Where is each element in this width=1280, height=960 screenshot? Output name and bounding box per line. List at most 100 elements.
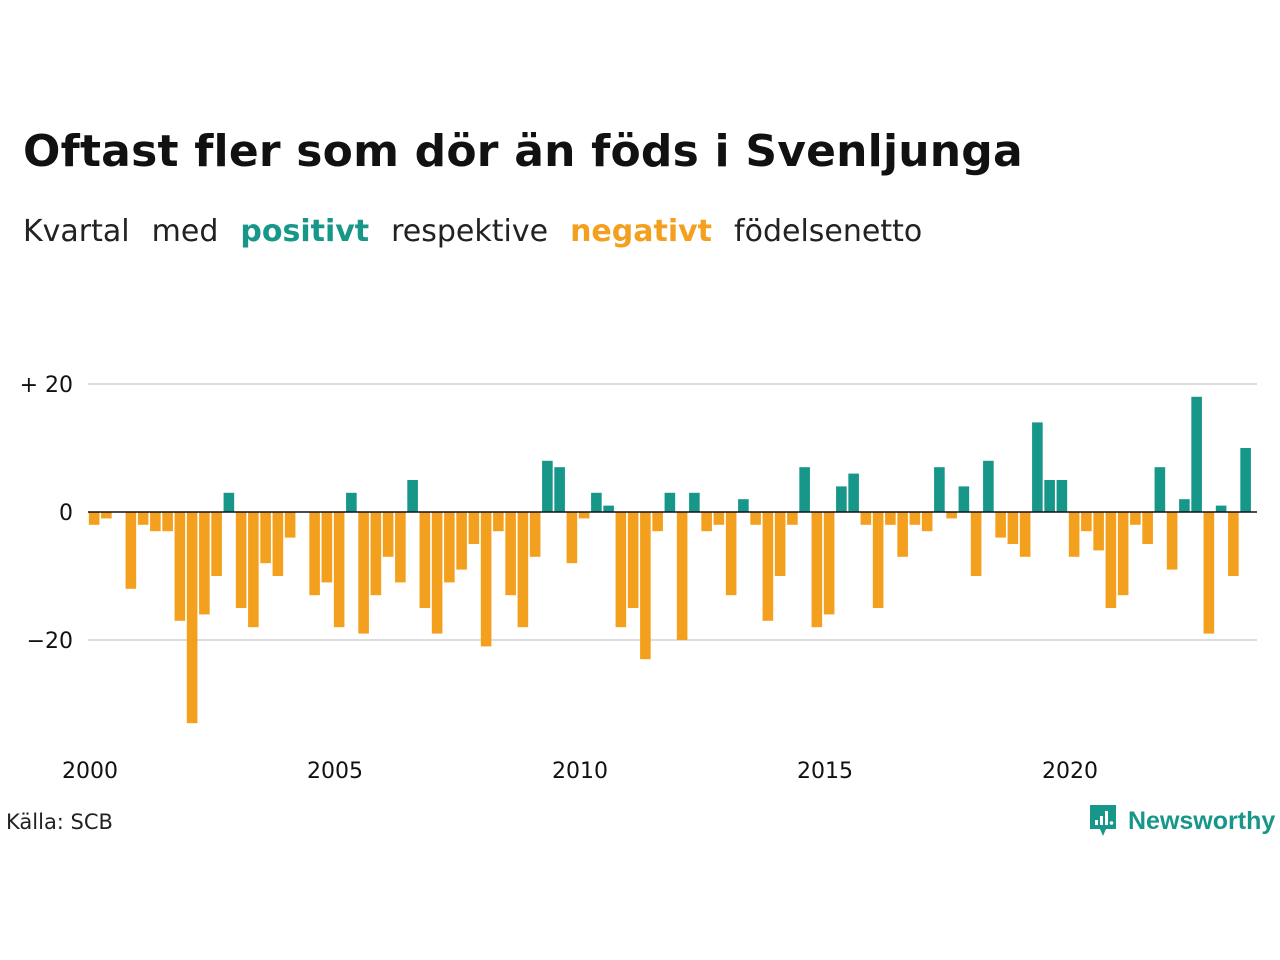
bar-positive [983, 460, 994, 512]
brand-logo: Newsworthy [1088, 803, 1275, 839]
bar-positive [346, 492, 357, 512]
bar-negative [921, 512, 933, 532]
brand-name: Newsworthy [1128, 806, 1276, 835]
bar-negative [370, 512, 382, 596]
x-tick-label: 2010 [552, 759, 608, 784]
bar-negative [260, 512, 271, 564]
bar-negative [529, 512, 541, 557]
subtitle-word-kvartal: Kvartal [23, 214, 130, 249]
y-tick-label: −20 [27, 629, 73, 654]
bar-negative [199, 512, 210, 615]
bar-negative [162, 512, 173, 532]
bar-negative [456, 512, 467, 570]
bar-negative [615, 512, 627, 628]
bar-negative [640, 512, 651, 660]
bar-positive [958, 486, 970, 512]
newsworthy-logo-icon [1090, 805, 1116, 836]
bar-negative [137, 512, 149, 525]
bar-negative [909, 512, 921, 525]
bar-negative [897, 512, 908, 557]
bar-negative [333, 512, 345, 628]
bar-negative [382, 512, 394, 557]
bar-negative [946, 512, 957, 519]
bar-negative [1093, 512, 1104, 551]
bar-positive [1154, 467, 1166, 512]
bar-positive [848, 473, 859, 512]
bar-negative [150, 512, 161, 532]
bar-negative [248, 512, 259, 628]
bar-negative [872, 512, 884, 608]
subtitle-word-fodelsenetto: födelsenetto [734, 214, 923, 249]
subtitle-word-respektive: respektive [391, 214, 549, 249]
bar-positive [603, 505, 614, 512]
bar-positive [1240, 448, 1251, 512]
bar-negative [419, 512, 431, 608]
bar-negative [272, 512, 284, 576]
bar-positive [1032, 422, 1043, 512]
bar-negative [431, 512, 443, 634]
bar-negative [701, 512, 712, 532]
bar-negative [970, 512, 982, 576]
bar-negative [321, 512, 333, 583]
bar-negative [627, 512, 639, 608]
bar-positive [223, 492, 235, 512]
bar-negative [1166, 512, 1178, 570]
bar-negative [505, 512, 516, 596]
bar-negative [101, 512, 112, 519]
bar-negative [395, 512, 406, 583]
bar-negative [1007, 512, 1019, 544]
bar-negative [713, 512, 725, 525]
bar-positive [664, 492, 676, 512]
subtitle-positive-label: positivt [240, 214, 370, 249]
bar-negative [1019, 512, 1031, 557]
bar-positive [1044, 480, 1055, 512]
bar-positive [689, 492, 700, 512]
bar-positive [836, 486, 847, 512]
bar-positive [1191, 396, 1202, 512]
bar-positive [738, 499, 749, 512]
bar-negative [125, 512, 137, 589]
source-label: Källa: SCB [6, 810, 113, 834]
y-tick-label: + 20 [20, 373, 73, 398]
bar-negative [1105, 512, 1117, 608]
bar-positive [1179, 499, 1190, 512]
y-tick-label: 0 [59, 501, 73, 526]
bar-negative [750, 512, 761, 525]
bar-negative [787, 512, 798, 525]
bar-positive [1215, 505, 1227, 512]
bar-negative [493, 512, 504, 532]
bar-negative [566, 512, 578, 564]
bar-positive [407, 480, 418, 512]
bar-negative [811, 512, 823, 628]
bar-negative [885, 512, 896, 525]
bar-positive [934, 467, 945, 512]
bar-negative [1203, 512, 1215, 634]
bar-positive [591, 492, 602, 512]
bar-negative [1068, 512, 1080, 557]
bar-negative [1142, 512, 1153, 544]
x-tick-label: 2005 [307, 759, 363, 784]
subtitle-word-med: med [151, 214, 219, 249]
bar-negative [309, 512, 320, 596]
bar-negative [676, 512, 688, 640]
bar-negative [186, 512, 198, 724]
x-tick-label: 2020 [1042, 759, 1098, 784]
bar-positive [1056, 480, 1068, 512]
bar-negative [1117, 512, 1129, 596]
bar-negative [468, 512, 480, 544]
bar-negative [517, 512, 529, 628]
subtitle-negative-label: negativt [570, 214, 713, 249]
bar-negative [860, 512, 872, 525]
bar-negative [1081, 512, 1092, 532]
bar-negative [823, 512, 835, 615]
bar-negative [1130, 512, 1141, 525]
bar-negative [774, 512, 786, 576]
bar-negative [211, 512, 222, 576]
bar-negative [358, 512, 369, 634]
x-tick-label: 2015 [797, 759, 853, 784]
bar-negative [88, 512, 100, 525]
bar-negative [762, 512, 774, 621]
bar-negative [444, 512, 455, 583]
bar-negative [725, 512, 737, 596]
